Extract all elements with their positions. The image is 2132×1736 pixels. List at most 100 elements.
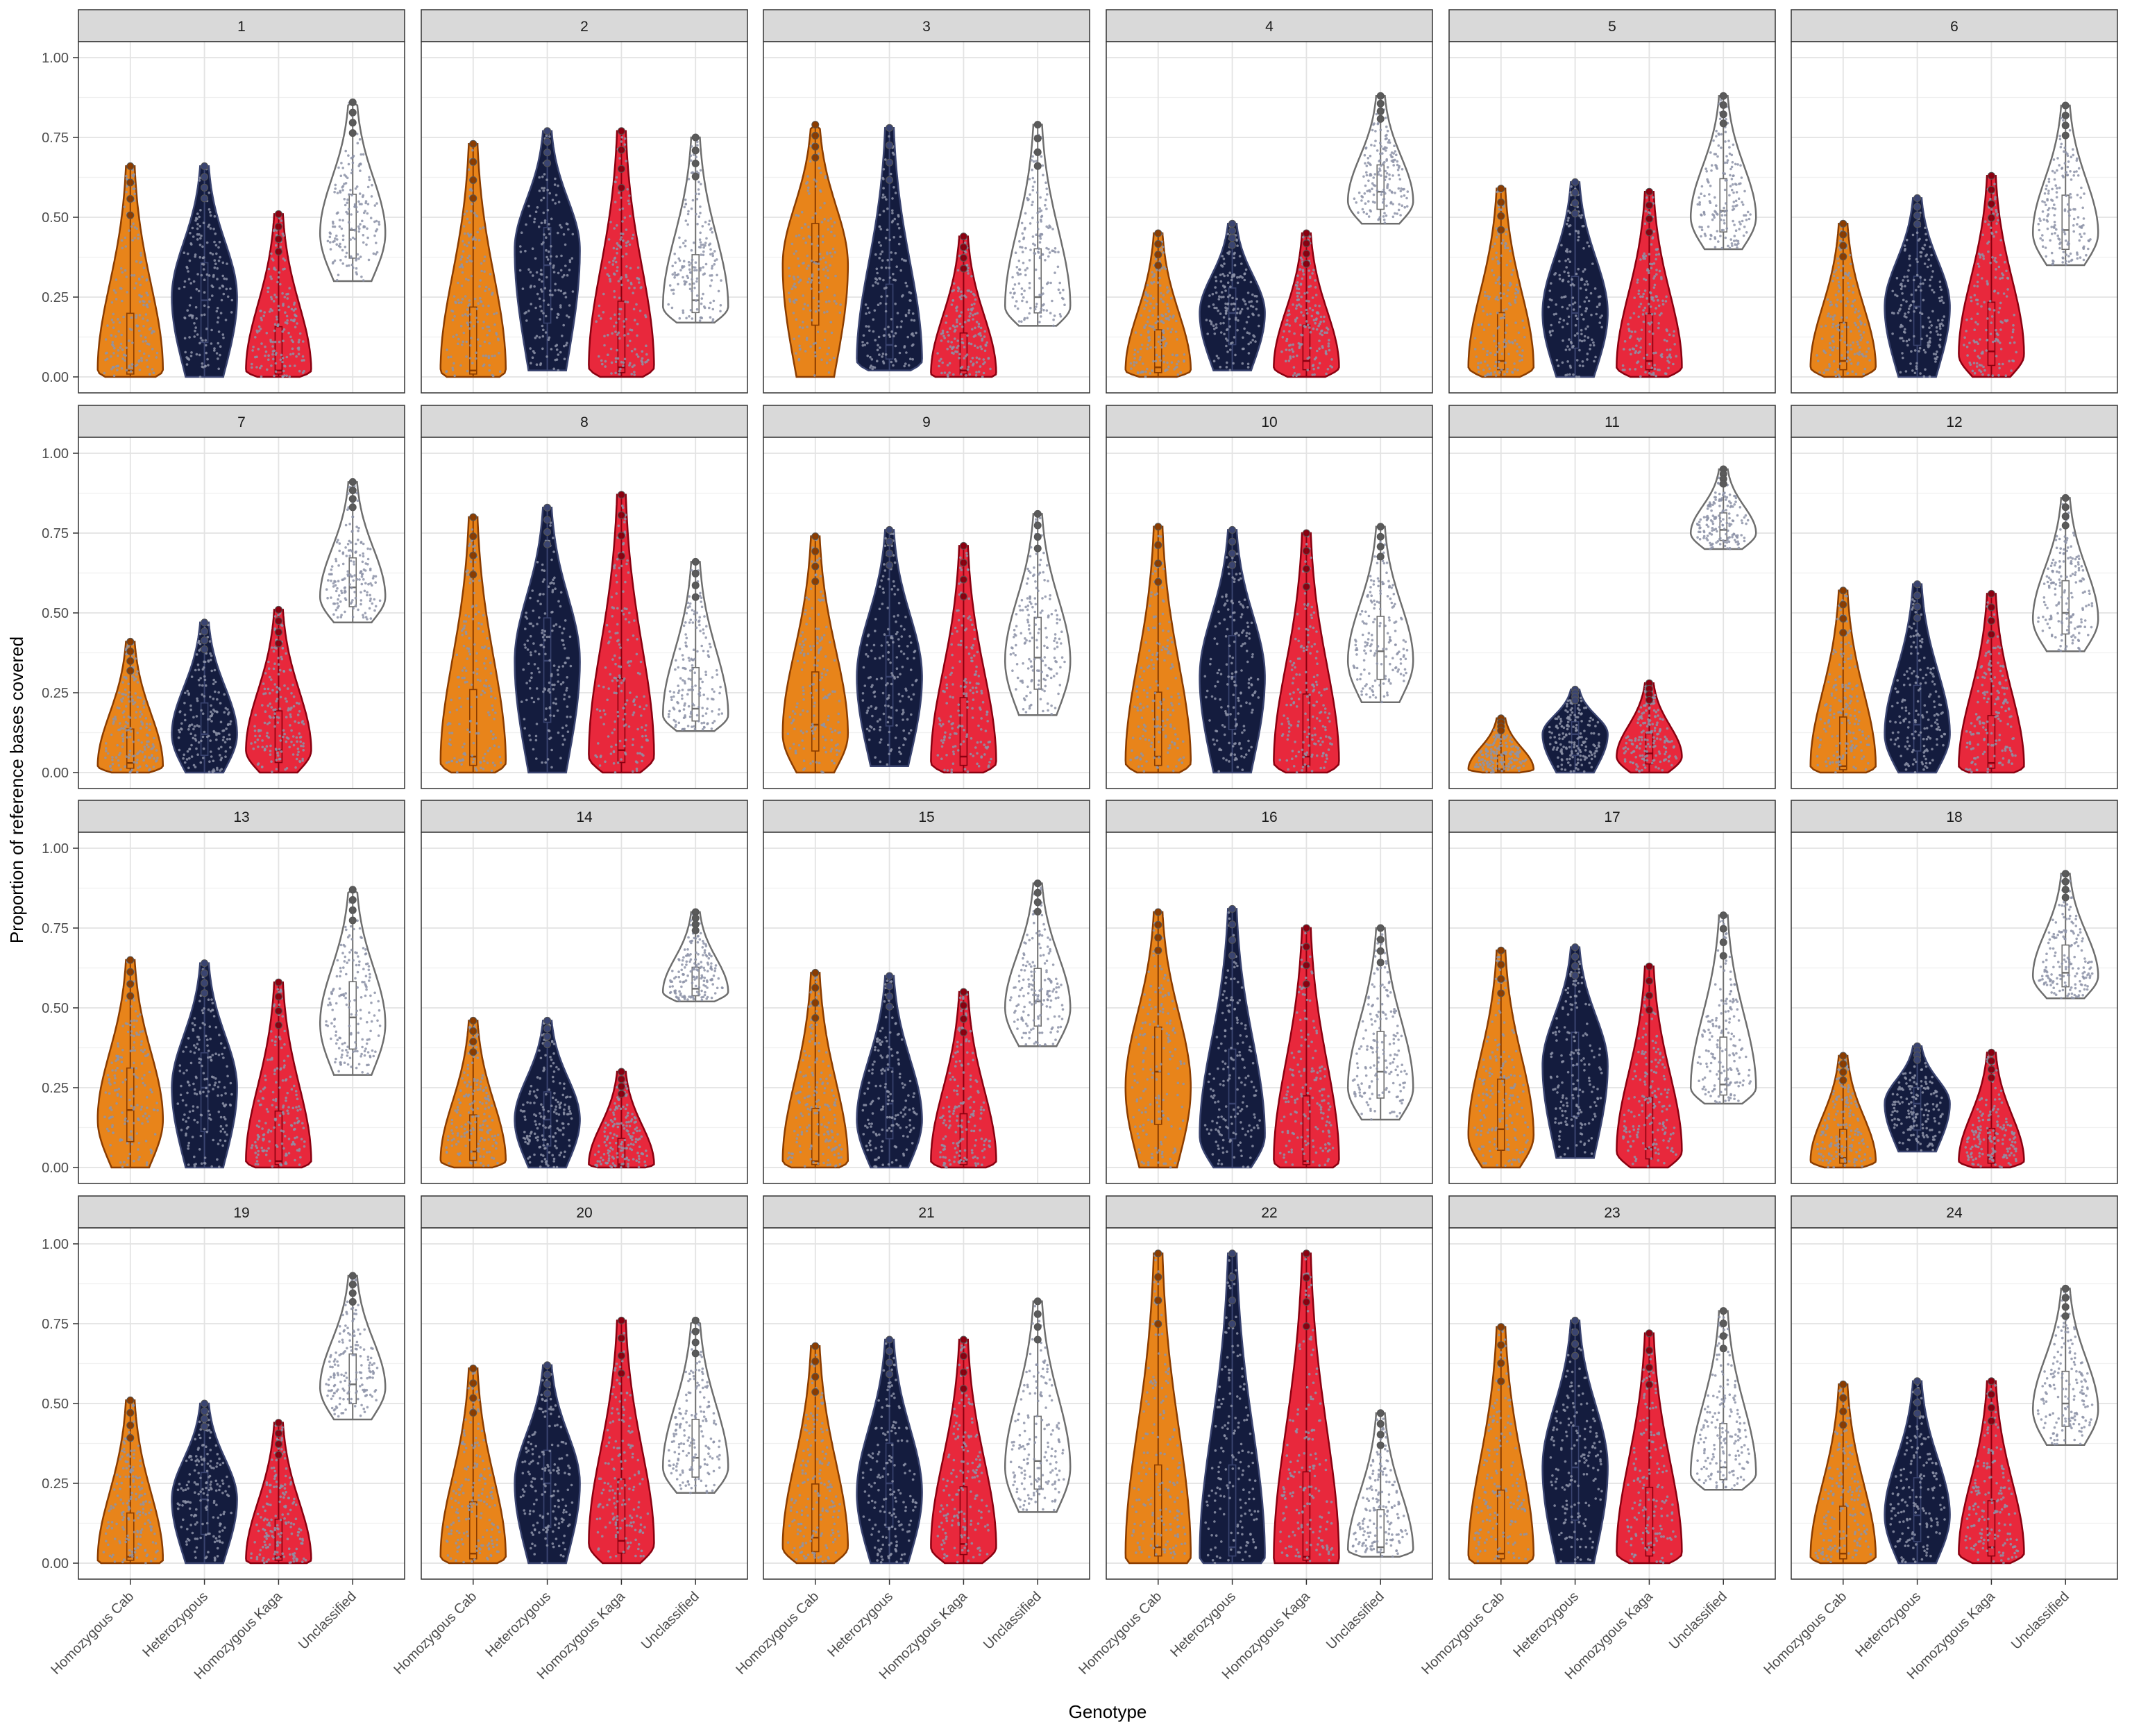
outlier-point — [275, 236, 282, 243]
data-point — [604, 267, 607, 269]
data-point — [872, 330, 875, 333]
data-point — [1997, 219, 1999, 222]
data-point — [1031, 155, 1034, 158]
data-point — [866, 355, 869, 357]
data-point — [270, 278, 273, 280]
data-point — [145, 764, 148, 767]
data-point — [540, 273, 543, 276]
data-point — [298, 370, 301, 373]
data-point — [1509, 304, 1512, 307]
data-point — [365, 244, 368, 246]
data-point — [348, 193, 350, 196]
data-point — [1999, 278, 2002, 280]
data-point — [2045, 185, 2048, 187]
data-point — [1937, 319, 1940, 322]
data-point — [819, 253, 822, 255]
data-point — [1915, 367, 1918, 370]
data-point — [1731, 178, 1734, 180]
data-point — [1222, 322, 1225, 325]
data-point — [976, 346, 979, 349]
data-point — [196, 353, 198, 356]
data-point — [187, 750, 189, 753]
data-point — [276, 318, 278, 321]
data-point — [208, 274, 211, 277]
data-point — [1032, 185, 1035, 188]
data-point — [979, 332, 982, 335]
data-point — [698, 215, 701, 218]
data-point — [1484, 360, 1487, 363]
data-point — [622, 364, 625, 367]
data-point — [621, 136, 624, 139]
data-point — [1916, 261, 1919, 264]
data-point — [1035, 160, 1038, 162]
data-point — [339, 226, 341, 228]
data-point — [125, 191, 128, 194]
data-point — [632, 366, 634, 369]
data-point — [956, 325, 958, 328]
data-point — [1176, 338, 1178, 341]
data-point — [119, 722, 121, 725]
data-point — [701, 297, 704, 300]
data-point — [1698, 226, 1701, 228]
data-point — [1910, 350, 1913, 353]
data-point — [192, 728, 195, 731]
data-point — [1665, 373, 1668, 376]
data-point — [128, 700, 131, 703]
data-point — [1226, 366, 1228, 369]
data-point — [470, 337, 473, 339]
data-point — [215, 253, 218, 255]
outlier-point — [960, 255, 967, 262]
data-point — [709, 248, 712, 251]
data-point — [118, 764, 121, 767]
data-point — [1296, 355, 1298, 357]
data-point — [1022, 296, 1025, 299]
data-point — [1973, 362, 1976, 364]
outlier-point — [1155, 251, 1162, 258]
data-point — [1645, 210, 1648, 213]
data-point — [818, 309, 820, 312]
data-point — [1981, 277, 1983, 280]
data-point — [1915, 258, 1918, 261]
data-point — [527, 268, 530, 271]
data-point — [897, 223, 899, 226]
data-point — [1734, 163, 1737, 166]
data-point — [552, 264, 555, 267]
data-point — [364, 226, 366, 228]
data-point — [601, 363, 604, 366]
data-point — [1650, 267, 1653, 269]
data-point — [1506, 264, 1509, 267]
data-point — [890, 251, 892, 254]
data-point — [477, 321, 480, 323]
data-point — [269, 676, 271, 679]
data-point — [133, 193, 136, 196]
data-point — [554, 183, 557, 186]
data-point — [702, 273, 705, 276]
data-point — [695, 280, 698, 283]
data-point — [189, 314, 192, 317]
outlier-point — [618, 146, 625, 153]
data-point — [1714, 237, 1717, 240]
data-point — [208, 208, 211, 211]
data-point — [270, 678, 273, 681]
data-point — [1547, 306, 1550, 309]
data-point — [1568, 233, 1571, 236]
data-point — [1321, 330, 1323, 332]
data-point — [688, 269, 691, 271]
data-point — [1741, 220, 1744, 223]
data-point — [1575, 314, 1577, 317]
data-point — [623, 326, 626, 328]
data-point — [210, 705, 212, 707]
facet-strip-label: 4 — [1265, 19, 1274, 35]
data-point — [270, 760, 273, 763]
data-point — [888, 239, 891, 242]
data-point — [337, 212, 339, 214]
data-point — [1158, 356, 1161, 359]
data-point — [1929, 279, 1932, 282]
data-point — [908, 309, 911, 312]
data-point — [151, 368, 154, 371]
data-point — [1584, 328, 1587, 330]
data-point — [280, 359, 282, 362]
outlier-point — [812, 121, 819, 128]
data-point — [682, 310, 684, 312]
data-point — [206, 273, 209, 276]
